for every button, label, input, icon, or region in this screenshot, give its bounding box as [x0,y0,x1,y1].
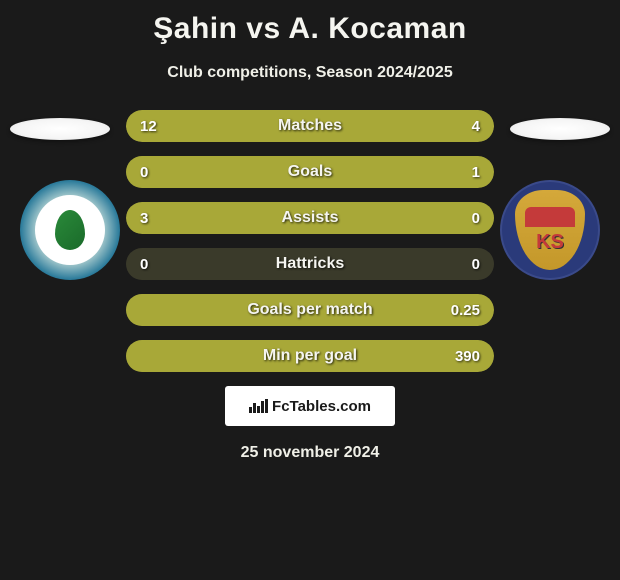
page-title: Şahin vs A. Kocaman [0,0,620,46]
source-badge-text: FcTables.com [272,398,371,415]
stat-value-left: 0 [140,256,148,273]
stat-row-matches: 12 Matches 4 [126,110,494,142]
stat-row-goals-per-match: Goals per match 0.25 [126,294,494,326]
stat-value-right: 390 [455,348,480,365]
stat-label: Matches [278,117,342,135]
source-badge[interactable]: FcTables.com [225,386,395,426]
club-logo-right-shield: KS [515,190,585,270]
stats-container: 12 Matches 4 0 Goals 1 3 Assists 0 0 Hat… [126,110,494,372]
stat-row-goals: 0 Goals 1 [126,156,494,188]
player-avatar-left [10,118,110,140]
stat-value-right: 0.25 [451,302,480,319]
stat-label: Goals per match [247,301,372,319]
stat-label: Assists [282,209,339,227]
stat-fill-left [126,110,402,142]
bar-chart-icon [249,399,268,413]
stat-row-hattricks: 0 Hattricks 0 [126,248,494,280]
stat-label: Min per goal [263,347,357,365]
club-logo-left [20,180,120,280]
stat-value-left: 0 [140,164,148,181]
stat-row-min-per-goal: Min per goal 390 [126,340,494,372]
stat-value-left: 12 [140,118,157,135]
stat-value-right: 4 [472,118,480,135]
club-monogram: KS [536,231,564,254]
shield-top-icon [525,207,575,227]
stat-value-left: 3 [140,210,148,227]
stat-fill-right [402,110,494,142]
player-avatar-right [510,118,610,140]
stat-row-assists: 3 Assists 0 [126,202,494,234]
comparison-content: KS 12 Matches 4 0 Goals 1 3 Assists 0 [0,110,620,462]
stat-label: Hattricks [276,255,344,273]
page-subtitle: Club competitions, Season 2024/2025 [0,64,620,82]
footer-date: 25 november 2024 [0,444,620,462]
stat-value-right: 0 [472,256,480,273]
stat-label: Goals [288,163,332,181]
leaf-icon [55,210,85,250]
stat-value-right: 1 [472,164,480,181]
club-logo-left-inner [35,195,105,265]
stat-value-right: 0 [472,210,480,227]
club-logo-right: KS [500,180,600,280]
